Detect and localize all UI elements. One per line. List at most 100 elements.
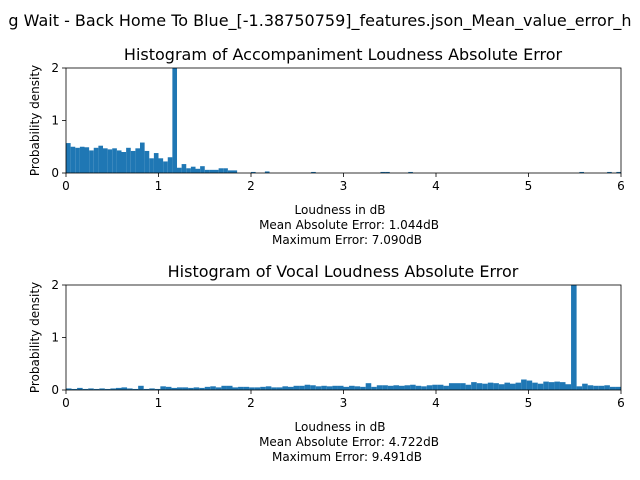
histogram-bar: [93, 388, 100, 390]
histogram-bar: [140, 142, 145, 173]
histogram-bar: [382, 385, 388, 390]
histogram-bar: [471, 382, 477, 391]
histogram-bar: [515, 382, 522, 390]
accompaniment-histogram-panel: Histogram of Accompaniment Loudness Abso…: [28, 45, 625, 247]
histogram-bar: [404, 385, 411, 390]
histogram-bar: [154, 388, 161, 390]
x-tick-label: 5: [525, 396, 533, 410]
y-tick-label: 1: [51, 114, 59, 128]
x-axis-label: Loudness in dB: [295, 420, 386, 434]
x-axis-label: Loudness in dB: [295, 203, 386, 217]
histogram-bar: [243, 386, 250, 390]
histogram-bar: [144, 150, 150, 173]
histogram-bar: [448, 383, 455, 390]
histogram-bar: [254, 387, 261, 391]
histogram-bar: [232, 170, 238, 174]
histogram-bar: [121, 152, 127, 173]
histogram-bar: [193, 387, 200, 391]
histogram-bar: [410, 384, 416, 390]
histogram-bar: [326, 386, 333, 390]
y-axis-label: Probability density: [28, 282, 42, 393]
histogram-bar: [385, 171, 390, 173]
histogram-bar: [218, 168, 224, 173]
histogram-bar: [310, 385, 316, 390]
histogram-bar: [104, 388, 111, 390]
histogram-bar: [181, 164, 187, 173]
x-axis-ticks: 0 1 2 3 4 5 6: [62, 390, 625, 410]
histogram-bar: [460, 383, 466, 390]
histogram-bar: [223, 168, 228, 173]
histogram-bar: [110, 388, 116, 390]
histogram-bar: [182, 387, 189, 391]
histogram-bar: [116, 150, 122, 173]
max-error-annotation: Maximum Error: 7.090dB: [272, 233, 422, 247]
histogram-bar: [127, 388, 133, 390]
histogram-bar: [476, 383, 483, 390]
histogram-bar: [437, 384, 444, 390]
histogram-bar: [232, 387, 239, 391]
histogram-bar: [332, 385, 338, 390]
histogram-bar: [121, 387, 128, 391]
histogram-bar: [204, 386, 211, 390]
histogram-bar: [371, 386, 377, 390]
histogram-bars: [66, 285, 621, 391]
x-tick-label: 0: [62, 396, 70, 410]
histogram-bar: [149, 388, 155, 390]
histogram-bar: [171, 387, 177, 390]
histogram-bar: [107, 149, 113, 174]
histogram-bar: [199, 387, 205, 390]
y-axis-label: Probability density: [28, 65, 42, 176]
histogram-bar: [227, 170, 233, 174]
chart-title: Histogram of Vocal Loudness Absolute Err…: [168, 262, 519, 281]
histogram-bar: [204, 169, 210, 173]
histogram-bar: [115, 387, 122, 390]
histogram-bar: [504, 382, 510, 390]
x-tick-label: 2: [247, 179, 255, 193]
figure-suptitle: g Wait - Back Home To Blue_[-1.38750759]…: [8, 11, 631, 31]
histogram-bar: [426, 385, 433, 390]
x-tick-label: 6: [617, 179, 625, 193]
histogram-bar: [135, 148, 141, 173]
histogram-bar: [264, 171, 270, 173]
max-error-annotation: Maximum Error: 9.491dB: [272, 450, 422, 464]
histogram-bar: [103, 148, 108, 173]
histogram-bar: [84, 147, 90, 173]
histogram-bar: [172, 68, 178, 173]
histogram-bar: [376, 385, 383, 390]
y-tick-label: 1: [51, 331, 59, 345]
histogram-bar: [98, 145, 104, 173]
histogram-bar: [165, 386, 172, 390]
histogram-bar: [99, 388, 105, 390]
histogram-bar: [526, 380, 533, 390]
histogram-bar: [315, 386, 322, 390]
histogram-bar: [210, 386, 216, 390]
histogram-bar: [432, 384, 438, 390]
histogram-bar: [548, 382, 555, 391]
histogram-bar: [408, 171, 413, 173]
histogram-bar: [276, 387, 283, 391]
histogram-bar: [559, 382, 566, 391]
histogram-bar: [214, 169, 219, 173]
x-tick-label: 1: [155, 396, 163, 410]
histogram-bar: [604, 385, 610, 390]
histogram-bar: [537, 383, 544, 390]
x-tick-label: 6: [617, 396, 625, 410]
x-tick-label: 5: [525, 179, 533, 193]
histogram-bar: [349, 385, 355, 390]
histogram-bar: [311, 171, 316, 173]
histogram-bar: [249, 387, 255, 391]
histogram-bar: [415, 385, 422, 390]
x-tick-label: 4: [432, 179, 440, 193]
x-tick-label: 3: [340, 179, 348, 193]
y-axis-ticks: 0 1 2: [51, 61, 66, 180]
histogram-bar: [251, 171, 256, 173]
histogram-bar: [138, 385, 144, 390]
histogram-bar: [177, 167, 182, 173]
histogram-bar: [482, 383, 488, 390]
histogram-bar: [126, 147, 131, 173]
histogram-bar: [260, 386, 266, 390]
histogram-bar: [576, 386, 583, 390]
histogram-bar: [77, 387, 83, 390]
histogram-bar: [209, 169, 214, 173]
